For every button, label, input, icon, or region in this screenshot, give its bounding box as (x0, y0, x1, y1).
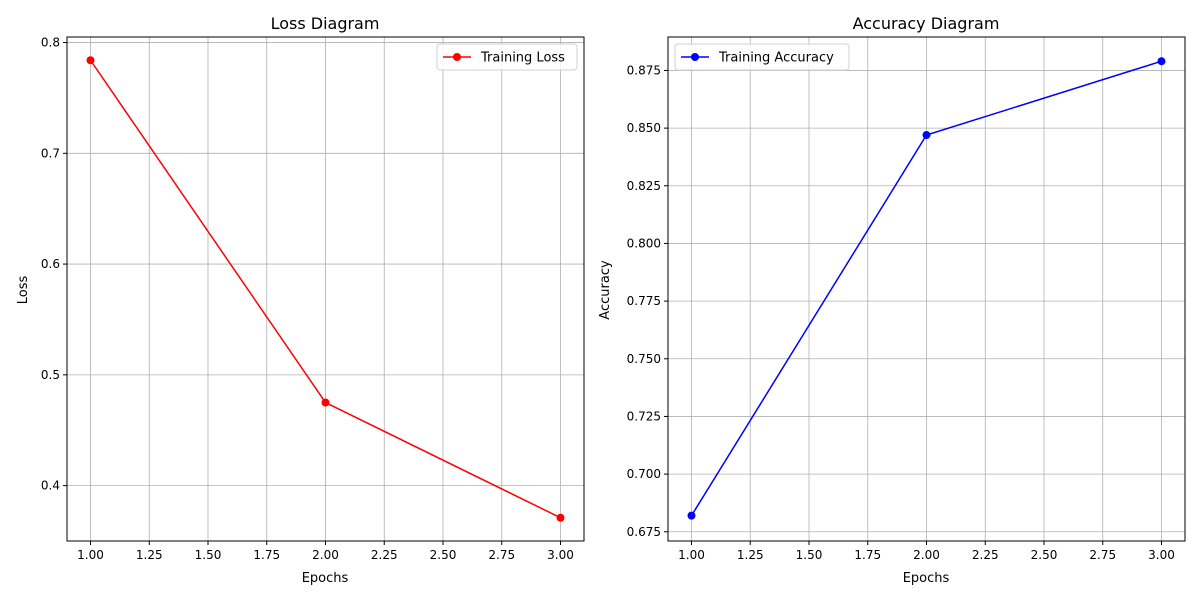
loss-y-tick-label: 0.7 (41, 146, 60, 160)
loss-x-tick-label: 2.25 (371, 548, 398, 562)
accuracy-chart-xlabel: Epochs (903, 571, 950, 586)
accuracy-legend-label: Training Accuracy (718, 51, 834, 66)
accuracy-y-tick-label: 0.850 (627, 121, 661, 135)
accuracy-x-tick-label: 2.00 (913, 548, 940, 562)
accuracy-x-tick-label: 1.75 (854, 548, 881, 562)
accuracy-y-tick-label: 0.675 (627, 525, 661, 539)
loss-x-tick-label: 3.00 (547, 548, 574, 562)
loss-legend-marker (453, 53, 461, 61)
accuracy-y-tick-label: 0.775 (627, 294, 661, 308)
loss-y-tick-label: 0.6 (41, 257, 60, 271)
loss-y-tick-label: 0.4 (41, 479, 60, 493)
loss-chart-xlabel: Epochs (302, 571, 349, 586)
accuracy-y-tick-label: 0.725 (627, 409, 661, 423)
loss-x-tick-label: 1.50 (195, 548, 222, 562)
loss-legend-box (436, 43, 578, 71)
loss-chart: Loss Diagram Epochs Loss 1.00 1.25 1.50 1.7… (16, 14, 585, 586)
accuracy-y-tick-label: 0.800 (627, 236, 661, 250)
accuracy-data-point (922, 131, 931, 140)
accuracy-data-point (1157, 57, 1166, 66)
loss-legend-label: Training Loss (480, 51, 565, 66)
accuracy-legend-box (674, 43, 850, 71)
loss-x-tick-label: 1.25 (136, 548, 163, 562)
loss-x-tick-label: 2.75 (488, 548, 515, 562)
accuracy-x-tick-label: 1.25 (737, 548, 764, 562)
loss-x-tick-label: 1.00 (77, 548, 104, 562)
accuracy-legend-marker (691, 53, 699, 61)
accuracy-x-tick-label: 3.00 (1148, 548, 1175, 562)
loss-legend: Training Loss (436, 43, 578, 71)
loss-grid (67, 37, 584, 541)
accuracy-chart: Accuracy Diagram Epochs Accuracy 1.00 1.2… (598, 14, 1186, 586)
accuracy-x-tick-label: 1.00 (678, 548, 705, 562)
loss-data-point (556, 513, 565, 522)
accuracy-y-tick-label: 0.825 (627, 179, 661, 193)
loss-chart-title: Loss Diagram (271, 14, 380, 33)
loss-y-tick-label: 0.8 (41, 36, 60, 50)
loss-y-tick-label: 0.5 (41, 368, 60, 382)
loss-x-tick-label: 2.50 (430, 548, 457, 562)
accuracy-grid (668, 37, 1185, 541)
accuracy-legend: Training Accuracy (674, 43, 850, 71)
accuracy-y-tick-label: 0.875 (627, 63, 661, 77)
accuracy-x-tick-label: 1.50 (796, 548, 823, 562)
loss-chart-ylabel: Loss (16, 276, 31, 305)
loss-x-tick-label: 2.00 (312, 548, 339, 562)
accuracy-y-tick-label: 0.750 (627, 352, 661, 366)
loss-data-point (86, 56, 95, 65)
accuracy-x-tick-label: 2.50 (1031, 548, 1058, 562)
accuracy-chart-ylabel: Accuracy (598, 260, 613, 320)
accuracy-x-tick-label: 2.75 (1089, 548, 1116, 562)
accuracy-chart-title: Accuracy Diagram (853, 14, 1000, 33)
accuracy-x-tick-label: 2.25 (972, 548, 999, 562)
loss-data-point (321, 398, 330, 407)
accuracy-y-tick-label: 0.700 (627, 467, 661, 481)
accuracy-data-point (687, 511, 696, 520)
loss-x-tick-label: 1.75 (253, 548, 280, 562)
